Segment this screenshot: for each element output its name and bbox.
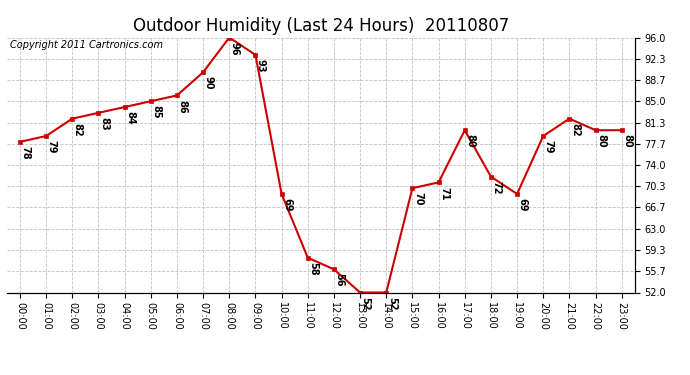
Text: 72: 72	[491, 181, 502, 194]
Text: 83: 83	[99, 117, 109, 130]
Title: Outdoor Humidity (Last 24 Hours)  20110807: Outdoor Humidity (Last 24 Hours) 2011080…	[132, 16, 509, 34]
Text: 86: 86	[177, 100, 188, 113]
Text: 70: 70	[413, 192, 423, 206]
Text: 69: 69	[282, 198, 292, 211]
Text: 82: 82	[570, 123, 580, 136]
Text: 52: 52	[361, 297, 371, 310]
Text: 58: 58	[308, 262, 318, 276]
Text: Copyright 2011 Cartronics.com: Copyright 2011 Cartronics.com	[10, 40, 163, 50]
Text: 56: 56	[335, 273, 344, 287]
Text: 69: 69	[518, 198, 528, 211]
Text: 80: 80	[596, 134, 606, 148]
Text: 84: 84	[125, 111, 135, 125]
Text: 90: 90	[204, 76, 214, 90]
Text: 80: 80	[622, 134, 632, 148]
Text: 71: 71	[439, 186, 449, 200]
Text: 79: 79	[47, 140, 57, 154]
Text: 85: 85	[151, 105, 161, 119]
Text: 80: 80	[465, 134, 475, 148]
Text: 96: 96	[230, 42, 240, 55]
Text: 93: 93	[256, 59, 266, 72]
Text: 79: 79	[544, 140, 554, 154]
Text: 52: 52	[387, 297, 397, 310]
Text: 78: 78	[21, 146, 30, 160]
Text: 82: 82	[73, 123, 83, 136]
